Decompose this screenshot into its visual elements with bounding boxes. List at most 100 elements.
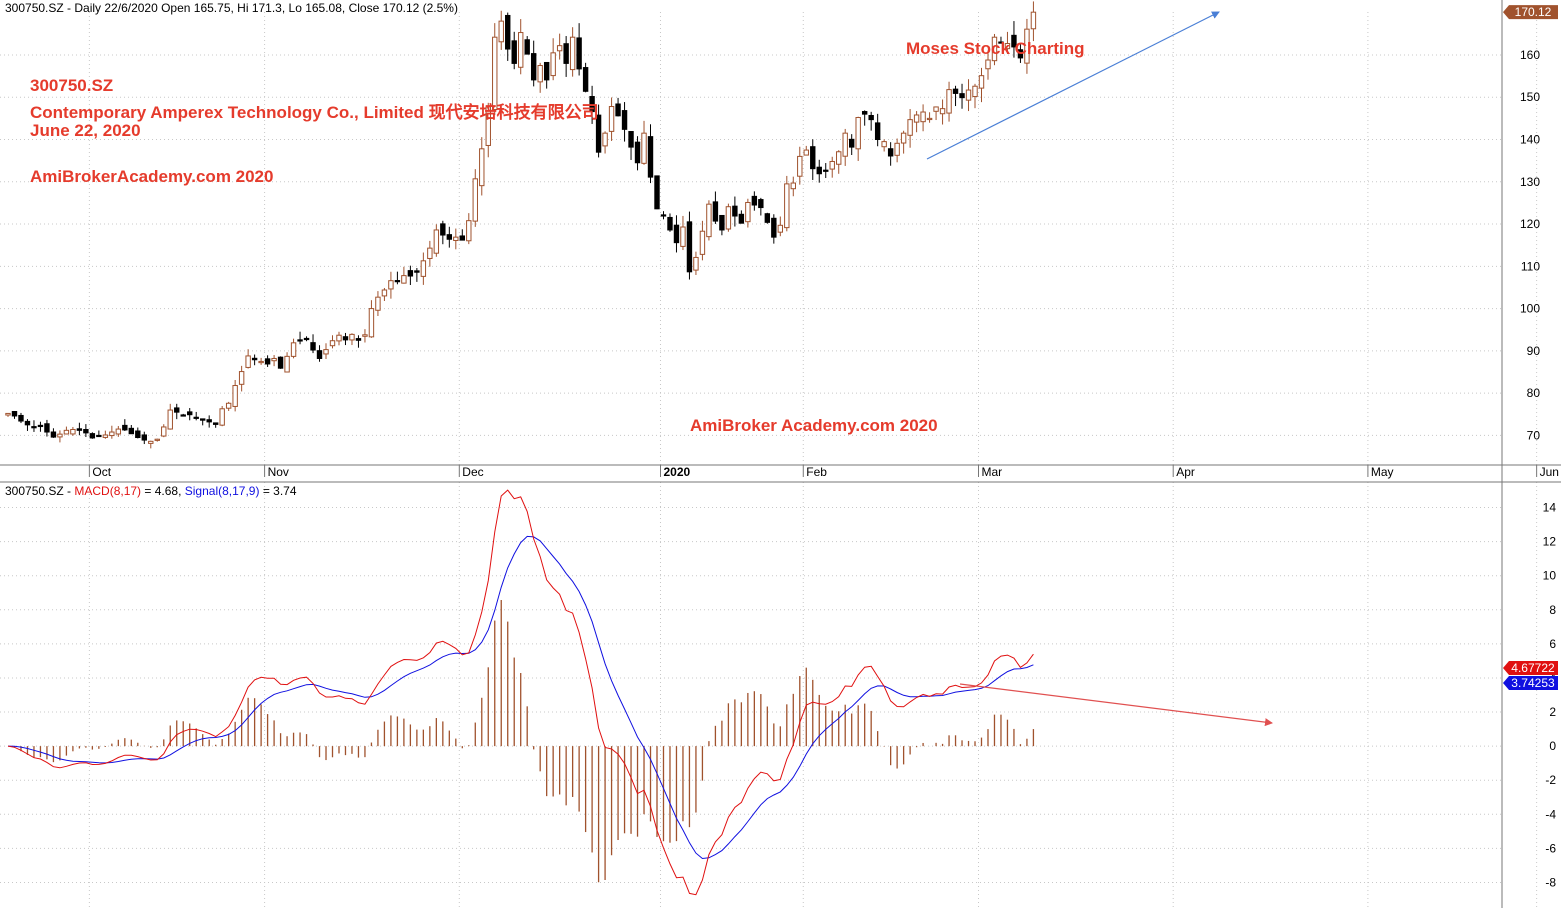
candle-body xyxy=(83,429,89,434)
candle-body xyxy=(829,160,835,170)
candle-body xyxy=(673,224,680,244)
candle-body xyxy=(751,195,758,206)
candle-body xyxy=(245,355,251,368)
candle-body xyxy=(498,20,504,43)
candle-body xyxy=(602,132,608,147)
candle-body xyxy=(349,333,355,341)
signal-legend-value: = 3.74 xyxy=(259,484,297,498)
candle-body xyxy=(329,340,336,347)
candle-body xyxy=(303,337,310,341)
candle-body xyxy=(258,360,264,364)
candle-body xyxy=(1017,49,1024,59)
x-tick-label: Nov xyxy=(268,465,289,479)
candle-body xyxy=(712,201,719,222)
candle-body xyxy=(576,37,582,70)
site-annotation-center: AmiBroker Academy.com 2020 xyxy=(690,416,938,435)
last-price-tag-text: 170.12 xyxy=(1515,5,1552,19)
candle-body xyxy=(939,108,946,115)
candle-body xyxy=(667,216,673,231)
candle-body xyxy=(264,358,271,365)
macd-tick-label: 0 xyxy=(1549,739,1556,753)
candle-body xyxy=(342,336,349,341)
candle-body xyxy=(381,289,388,297)
candle-body xyxy=(277,356,284,369)
candle-body xyxy=(115,428,122,435)
candle-body xyxy=(868,114,874,121)
signal-legend-label: Signal(8,17,9) xyxy=(184,484,260,498)
candle-body xyxy=(323,349,329,355)
candle-body xyxy=(518,32,524,68)
candle-body xyxy=(582,67,589,92)
price-tick-label: 150 xyxy=(1520,90,1540,104)
candle-body xyxy=(466,220,472,242)
price-tick-label: 130 xyxy=(1520,175,1540,189)
x-tick-label: Oct xyxy=(92,465,111,479)
candle-body xyxy=(849,138,855,148)
candle-body xyxy=(641,132,647,164)
candle-body xyxy=(1024,28,1030,64)
candle-body xyxy=(161,426,167,437)
candle-body xyxy=(810,146,816,170)
candle-body xyxy=(803,149,809,156)
macd-value-tag: 4.67722 xyxy=(1503,661,1558,675)
last-price-tag: 170.12 xyxy=(1503,5,1558,20)
x-tick-label: Apr xyxy=(1176,465,1195,479)
candle-body xyxy=(70,428,76,435)
signal-value-tag-text: 3.74253 xyxy=(1511,676,1555,690)
candle-body xyxy=(24,420,31,426)
candle-body xyxy=(368,308,375,338)
x-tick-label: Jun xyxy=(1540,465,1559,479)
candle-body xyxy=(148,440,154,444)
price-tick-label: 120 xyxy=(1520,217,1540,231)
candle-body xyxy=(874,122,881,141)
candle-body xyxy=(907,119,913,136)
candle-body xyxy=(290,342,297,357)
candle-body xyxy=(725,206,732,230)
candle-body xyxy=(693,256,699,271)
price-tick-label: 80 xyxy=(1527,386,1541,400)
candle-body xyxy=(926,117,933,121)
candle-body xyxy=(479,148,485,187)
candle-body xyxy=(680,226,686,247)
candle-body xyxy=(141,434,147,441)
macd-legend-label: MACD(8,17) xyxy=(74,484,142,498)
candle-body xyxy=(900,132,907,144)
macd-tick-label: 6 xyxy=(1549,637,1556,651)
candle-body xyxy=(505,14,511,50)
ticker-annotation: 300750.SZ xyxy=(30,76,114,95)
candle-body xyxy=(102,434,109,438)
last-price-tag-bg xyxy=(1503,5,1558,20)
candle-body xyxy=(628,131,634,148)
candle-body xyxy=(556,45,563,52)
candle-body xyxy=(621,110,628,130)
candle-body xyxy=(200,418,206,421)
candle-body xyxy=(420,260,427,277)
candle-body xyxy=(855,117,861,150)
x-tick-label: 2020 xyxy=(663,465,690,479)
candle-body xyxy=(965,89,972,101)
candle-body xyxy=(212,422,219,425)
candle-body xyxy=(777,224,784,233)
candle-body xyxy=(232,385,238,407)
macd-tick-label: -8 xyxy=(1545,875,1556,889)
candle-body xyxy=(887,148,894,157)
candle-body xyxy=(563,43,569,64)
candle-body xyxy=(511,40,517,64)
candle-body xyxy=(492,36,498,111)
candle-body xyxy=(310,342,316,351)
candle-body xyxy=(550,52,556,77)
macd-lines xyxy=(7,489,1034,896)
candle-body xyxy=(894,142,900,156)
candle-body xyxy=(758,199,764,209)
candle-body xyxy=(1030,11,1037,30)
candle-body xyxy=(719,214,725,231)
macd-value-tag-bg xyxy=(1503,661,1558,675)
candle-body xyxy=(135,430,141,439)
candle-body xyxy=(569,36,576,71)
candle-body xyxy=(37,424,44,428)
x-tick-label: Feb xyxy=(806,465,827,479)
candle-body xyxy=(459,235,466,241)
candle-body xyxy=(686,221,693,273)
candle-body xyxy=(193,416,199,419)
